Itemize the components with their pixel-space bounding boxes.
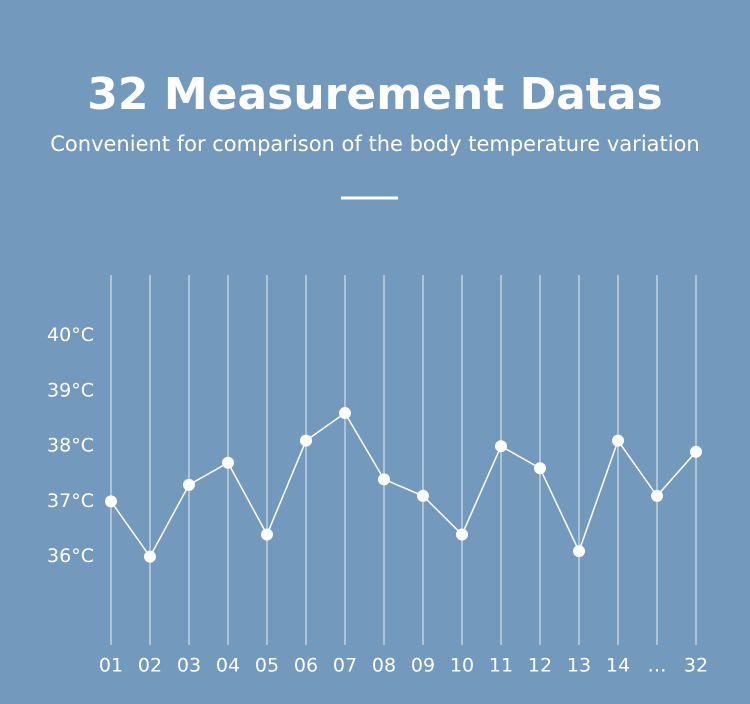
y-tick-label: 40°C	[47, 324, 94, 346]
data-line	[110, 411, 697, 559]
data-point	[339, 407, 351, 420]
y-tick-label: 39°C	[47, 379, 94, 401]
y-tick-label: 38°C	[47, 435, 94, 457]
data-point	[183, 478, 195, 491]
chart-title: 32 Measurement Datas	[87, 69, 662, 120]
chart-subtitle: Convenient for comparison of the body te…	[50, 132, 700, 156]
x-tick-label: 01	[99, 655, 123, 677]
data-point	[612, 434, 624, 447]
data-point	[222, 456, 234, 469]
data-point	[495, 440, 507, 453]
data-point	[378, 473, 390, 486]
x-tick-label: …	[648, 655, 667, 677]
x-tick-label: 13	[567, 655, 591, 677]
y-tick-label: 37°C	[47, 490, 94, 512]
data-point	[456, 528, 468, 541]
x-tick-label: 08	[372, 655, 396, 677]
x-tick-label: 11	[489, 655, 513, 677]
y-tick-label: 36°C	[47, 545, 94, 567]
x-tick-label: 32	[684, 655, 708, 677]
data-point	[690, 445, 702, 458]
x-tick-label: 07	[333, 655, 357, 677]
data-point	[105, 495, 117, 508]
x-tick-label: 06	[294, 655, 318, 677]
x-tick-label: 10	[450, 655, 474, 677]
data-point	[144, 550, 156, 563]
data-point	[417, 489, 429, 502]
x-tick-label: 09	[411, 655, 435, 677]
x-tick-label: 12	[528, 655, 552, 677]
data-point	[300, 434, 312, 447]
x-tick-label: 05	[255, 655, 279, 677]
x-tick-label: 02	[138, 655, 162, 677]
data-point	[573, 545, 585, 558]
data-point	[534, 462, 546, 475]
data-point	[651, 489, 663, 502]
x-tick-label: 03	[177, 655, 201, 677]
data-point	[261, 528, 273, 541]
x-tick-label: 04	[216, 655, 240, 677]
x-tick-label: 14	[606, 655, 630, 677]
